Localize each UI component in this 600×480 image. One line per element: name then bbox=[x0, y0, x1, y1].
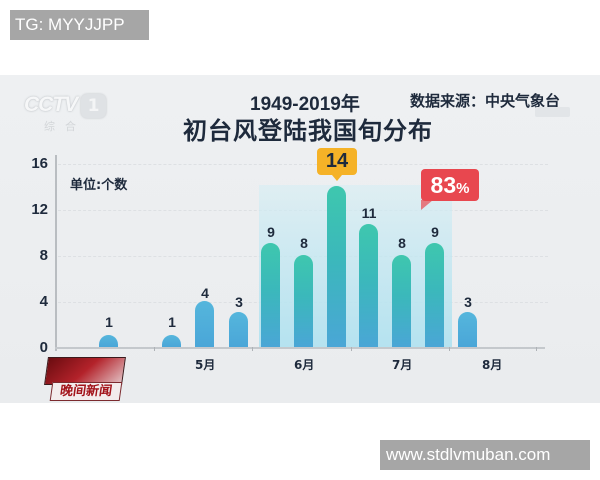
chart-title: 初台风登陆我国旬分布 bbox=[183, 117, 433, 145]
bar-label: 8 bbox=[398, 235, 406, 251]
y-tick-12: 12 bbox=[31, 201, 48, 218]
bar-label: 3 bbox=[235, 294, 243, 310]
highlight-band bbox=[259, 185, 452, 347]
watermark-bottom: www.stdlvmuban.com bbox=[380, 440, 590, 470]
program-name: 晚间新闻 bbox=[49, 382, 123, 401]
share-value: 83 bbox=[430, 172, 457, 198]
bar-1 bbox=[99, 335, 118, 347]
bar-4 bbox=[195, 301, 214, 347]
bar-6 bbox=[261, 243, 280, 347]
unit-label: 单位:个数 bbox=[70, 178, 128, 193]
month-label-july: 7月 bbox=[392, 358, 413, 372]
peak-callout: 14 bbox=[317, 148, 357, 181]
x-tick bbox=[536, 347, 537, 351]
cctv-logo: CCTV 1 综合 bbox=[24, 93, 106, 133]
share-callout: 83% bbox=[421, 169, 479, 210]
bar-label: 1 bbox=[105, 314, 113, 330]
x-tick bbox=[252, 347, 253, 351]
bar-label: 9 bbox=[267, 224, 275, 240]
bar-label: 8 bbox=[300, 235, 308, 251]
evening-news-logo: 晚间新闻 bbox=[44, 357, 126, 403]
bar-12 bbox=[458, 312, 477, 347]
bar-label: 3 bbox=[464, 294, 472, 310]
y-tick-4: 4 bbox=[39, 293, 48, 310]
y-axis bbox=[55, 155, 57, 351]
cctv-logo-text: CCTV bbox=[24, 93, 78, 116]
x-tick bbox=[351, 347, 352, 351]
month-label-august: 8月 bbox=[482, 358, 503, 372]
bar-10 bbox=[392, 255, 411, 347]
chart-frame: CCTV 1 综合 1949-2019年 初台风登陆我国旬分布 数据来源：中央气… bbox=[0, 75, 600, 403]
bar-9 bbox=[359, 224, 378, 347]
data-source: 数据来源：中央气象台 bbox=[410, 92, 561, 110]
bar-3 bbox=[162, 335, 181, 347]
bar-11 bbox=[425, 243, 444, 347]
channel-sub: 综合 bbox=[44, 120, 86, 133]
ghost-watermark bbox=[535, 107, 570, 117]
bar-7 bbox=[294, 255, 313, 347]
gridline bbox=[58, 164, 548, 165]
share-percent-sign: % bbox=[456, 180, 470, 197]
y-tick-8: 8 bbox=[39, 247, 48, 264]
chart-title-years: 1949-2019年 bbox=[250, 94, 360, 115]
globe-icon bbox=[44, 357, 126, 385]
bar-label: 11 bbox=[361, 205, 377, 221]
bar-5 bbox=[229, 312, 248, 347]
x-tick bbox=[154, 347, 155, 351]
watermark-top: TG: MYYJJPP bbox=[10, 10, 149, 40]
bar-label: 4 bbox=[201, 285, 209, 301]
y-tick-0: 0 bbox=[39, 339, 48, 356]
bar-8-peak bbox=[327, 186, 346, 347]
x-tick bbox=[449, 347, 450, 351]
x-axis bbox=[55, 347, 545, 349]
month-label-june: 6月 bbox=[294, 358, 315, 372]
y-tick-16: 16 bbox=[31, 155, 48, 172]
channel-number: 1 bbox=[81, 94, 106, 118]
bar-label: 1 bbox=[168, 314, 176, 330]
month-label-may: 5月 bbox=[195, 358, 216, 372]
bar-label: 9 bbox=[431, 224, 439, 240]
